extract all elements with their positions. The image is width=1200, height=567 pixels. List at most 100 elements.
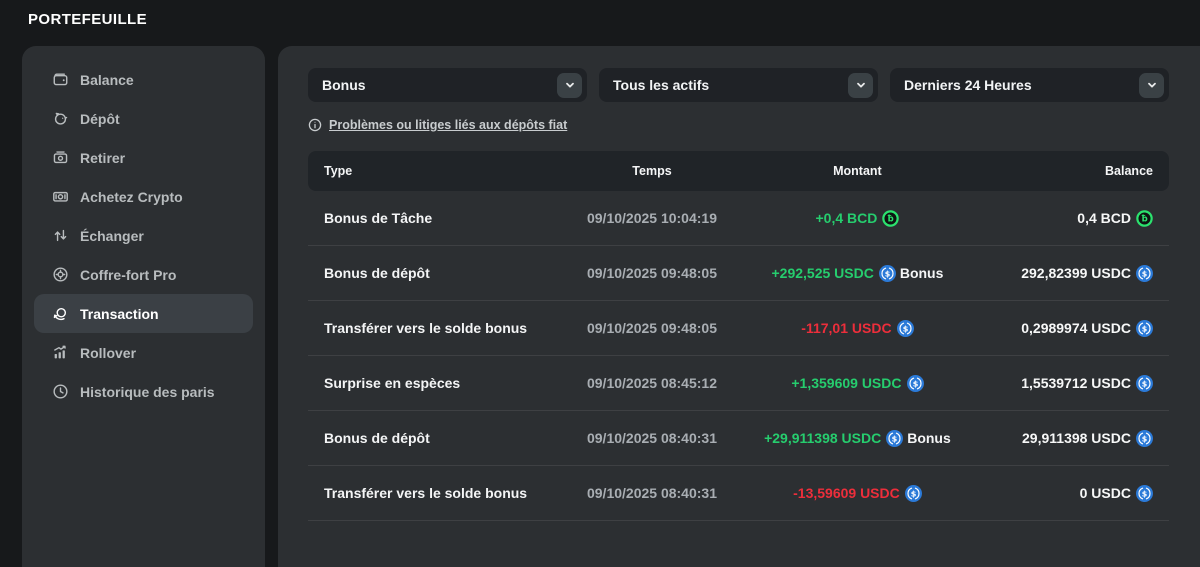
svg-text:$: $ bbox=[892, 434, 898, 443]
sidebar-item-rollover[interactable]: Rollover bbox=[34, 333, 253, 372]
transactions-table: Type Temps Montant Balance Bonus de Tâch… bbox=[308, 151, 1169, 521]
cell-time: 09/10/2025 10:04:19 bbox=[586, 210, 717, 226]
coin-rotate-icon bbox=[51, 305, 69, 323]
cell-type: Bonus de dépôt bbox=[324, 430, 430, 446]
cell-time: 09/10/2025 08:40:31 bbox=[586, 430, 717, 446]
bcd-coin-icon: ƀ bbox=[882, 209, 900, 227]
header-temps: Temps bbox=[632, 164, 672, 178]
svg-text:$: $ bbox=[912, 379, 918, 388]
asset-filter-value: Tous les actifs bbox=[613, 77, 710, 93]
svg-text:$: $ bbox=[1142, 379, 1148, 388]
banknote-icon bbox=[51, 188, 69, 206]
cell-balance: 1,5539712 USDC $ bbox=[973, 374, 1153, 392]
wallet-icon bbox=[51, 71, 69, 89]
usdc-coin-icon: $ bbox=[878, 264, 896, 282]
type-filter-dropdown[interactable]: Bonus bbox=[308, 68, 587, 102]
cell-amount: +292,525 USDC $ Bonus bbox=[742, 264, 973, 282]
amount-value: +29,911398 USDC bbox=[764, 430, 882, 446]
amount-value: -117,01 USDC bbox=[801, 320, 892, 336]
usdc-coin-icon: $ bbox=[1135, 319, 1153, 337]
cell-type: Bonus de dépôt bbox=[324, 265, 430, 281]
svg-text:$: $ bbox=[885, 269, 891, 278]
time-filter-value: Derniers 24 Heures bbox=[904, 77, 1032, 93]
cell-amount: -117,01 USDC $ bbox=[742, 319, 973, 337]
usdc-coin-icon: $ bbox=[1135, 264, 1153, 282]
sidebar-item-balance[interactable]: Balance bbox=[34, 60, 253, 99]
chevron-down-icon[interactable] bbox=[557, 72, 582, 98]
cell-type: Transférer vers le solde bonus bbox=[324, 320, 528, 336]
sidebar-item-historique-des-paris[interactable]: Historique des paris bbox=[34, 372, 253, 411]
sidebar-item-label: Dépôt bbox=[80, 110, 120, 127]
chevron-down-icon[interactable] bbox=[1139, 72, 1164, 98]
table-row: Transférer vers le solde bonus 09/10/202… bbox=[308, 301, 1169, 356]
balance-value: 0 USDC bbox=[1079, 485, 1131, 501]
amount-value: +292,525 USDC bbox=[771, 265, 874, 281]
cell-time: 09/10/2025 08:45:12 bbox=[586, 375, 717, 391]
header-type: Type bbox=[324, 164, 353, 178]
info-icon bbox=[308, 118, 322, 132]
svg-text:$: $ bbox=[902, 324, 908, 333]
cell-amount: +0,4 BCD ƀ bbox=[742, 209, 973, 227]
sidebar-item-depot[interactable]: Dépôt bbox=[34, 99, 253, 138]
cell-balance: 292,82399 USDC $ bbox=[973, 264, 1153, 282]
table-row: Transférer vers le solde bonus 09/10/202… bbox=[308, 466, 1169, 521]
usdc-coin-icon: $ bbox=[896, 319, 914, 337]
balance-value: 0,2989974 USDC bbox=[1021, 320, 1131, 336]
amount-value: -13,59609 USDC bbox=[793, 485, 900, 501]
bcd-coin-icon: ƀ bbox=[1136, 209, 1153, 227]
filters-bar: Bonus Tous les actifs Derniers 24 Heures bbox=[308, 68, 1169, 102]
cell-balance: 0 USDC $ bbox=[973, 484, 1153, 502]
svg-text:$: $ bbox=[910, 489, 916, 498]
sidebar-item-label: Historique des paris bbox=[80, 383, 215, 400]
header-balance: Balance bbox=[1105, 164, 1153, 178]
cell-time: 09/10/2025 08:40:31 bbox=[586, 485, 717, 501]
svg-text:$: $ bbox=[1142, 434, 1148, 443]
balance-value: 1,5539712 USDC bbox=[1021, 375, 1131, 391]
sidebar-item-label: Coffre-fort Pro bbox=[80, 266, 177, 283]
sidebar-item-label: Achetez Crypto bbox=[80, 188, 183, 205]
table-body: Bonus de Tâche 09/10/2025 10:04:19 +0,4 … bbox=[308, 191, 1169, 521]
svg-text:$: $ bbox=[1142, 269, 1148, 278]
cell-balance: 0,2989974 USDC $ bbox=[973, 319, 1153, 337]
sidebar-item-label: Balance bbox=[80, 71, 134, 88]
svg-text:ƀ: ƀ bbox=[1142, 214, 1148, 224]
withdraw-icon bbox=[51, 149, 69, 167]
type-filter-value: Bonus bbox=[322, 77, 366, 93]
sidebar-item-transaction[interactable]: Transaction bbox=[34, 294, 253, 333]
table-row: Bonus de dépôt 09/10/2025 09:48:05 +292,… bbox=[308, 246, 1169, 301]
chevron-down-icon[interactable] bbox=[848, 72, 873, 98]
time-filter-dropdown[interactable]: Derniers 24 Heures bbox=[890, 68, 1169, 102]
sidebar-item-label: Transaction bbox=[80, 305, 159, 322]
balance-value: 292,82399 USDC bbox=[1021, 265, 1131, 281]
page-title: PORTEFEUILLE bbox=[28, 11, 147, 28]
balance-value: 0,4 BCD bbox=[1077, 210, 1131, 226]
usdc-coin-icon: $ bbox=[1135, 429, 1153, 447]
header-montant: Montant bbox=[833, 164, 882, 178]
sidebar-item-echanger[interactable]: Échanger bbox=[34, 216, 253, 255]
vault-icon bbox=[51, 266, 69, 284]
cell-amount: +1,359609 USDC $ bbox=[742, 374, 973, 392]
usdc-coin-icon: $ bbox=[886, 429, 904, 447]
amount-tag: Bonus bbox=[907, 430, 951, 446]
table-row: Bonus de dépôt 09/10/2025 08:40:31 +29,9… bbox=[308, 411, 1169, 466]
cell-time: 09/10/2025 09:48:05 bbox=[586, 320, 717, 336]
sidebar-item-retirer[interactable]: Retirer bbox=[34, 138, 253, 177]
svg-text:$: $ bbox=[1142, 489, 1148, 498]
clock-icon bbox=[51, 383, 69, 401]
asset-filter-dropdown[interactable]: Tous les actifs bbox=[599, 68, 878, 102]
sidebar-item-achetez-crypto[interactable]: Achetez Crypto bbox=[34, 177, 253, 216]
cell-type: Transférer vers le solde bonus bbox=[324, 485, 528, 501]
svg-text:$: $ bbox=[1142, 324, 1148, 333]
cell-time: 09/10/2025 09:48:05 bbox=[586, 265, 717, 281]
usdc-coin-icon: $ bbox=[1135, 374, 1153, 392]
svg-text:ƀ: ƀ bbox=[888, 214, 894, 224]
cell-amount: -13,59609 USDC $ bbox=[742, 484, 973, 502]
swap-arrows-icon bbox=[51, 227, 69, 245]
balance-value: 29,911398 USDC bbox=[1022, 430, 1131, 446]
sidebar-item-coffre-fort-pro[interactable]: Coffre-fort Pro bbox=[34, 255, 253, 294]
sidebar-item-label: Rollover bbox=[80, 344, 137, 361]
fiat-dispute-link[interactable]: Problèmes ou litiges liés aux dépôts fia… bbox=[308, 118, 567, 132]
sidebar-item-label: Retirer bbox=[80, 149, 126, 166]
cell-balance: 29,911398 USDC $ bbox=[973, 429, 1153, 447]
amount-value: +1,359609 USDC bbox=[791, 375, 902, 391]
